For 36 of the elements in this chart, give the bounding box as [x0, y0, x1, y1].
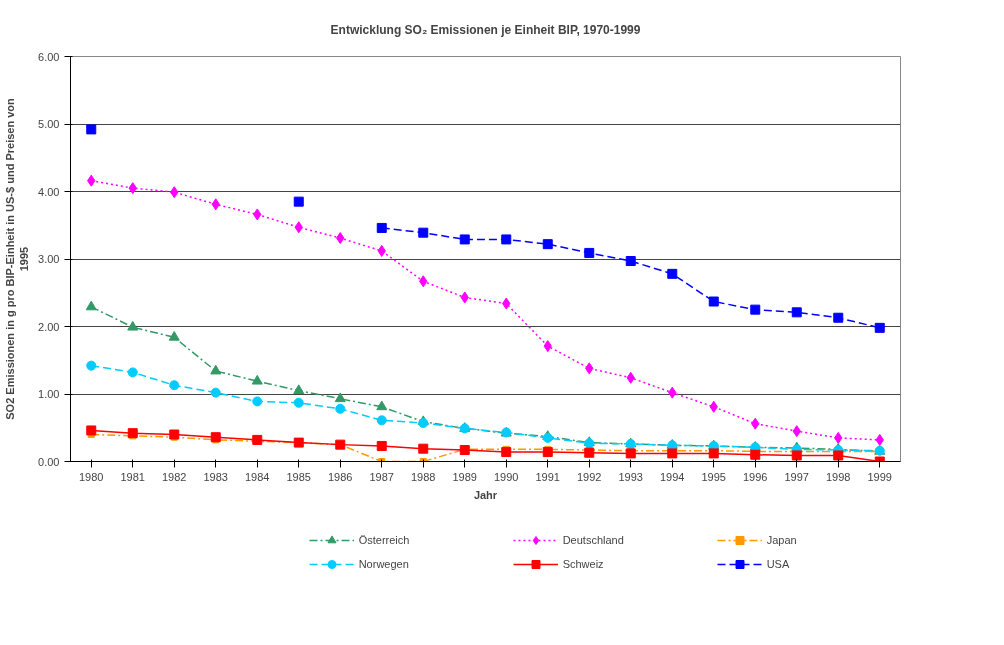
x-tick-label: 1988 [411, 470, 436, 483]
x-tick-label: 1992 [577, 470, 602, 483]
y-tick-label: 5.00 [38, 118, 60, 130]
x-tick-label: 1981 [120, 470, 145, 483]
legend-label: Deutschland [562, 533, 625, 546]
x-tick-label: 1987 [369, 470, 394, 483]
x-tick-label: 1984 [245, 470, 270, 483]
x-tick-label: 1985 [286, 470, 311, 483]
x-tick-label: 1989 [452, 470, 477, 483]
legend-label: Österreich [358, 533, 411, 546]
x-tick-label: 1996 [743, 470, 768, 483]
x-tick-label: 1995 [701, 470, 726, 483]
x-tick-label: 1991 [535, 470, 560, 483]
x-tick-label: 1980 [79, 470, 104, 483]
legend-label: Japan [766, 533, 798, 546]
chart-title: Entwicklung SO₂ Emissionen je Einheit BIP, 1970-1999 [330, 22, 641, 37]
y-tick-label: 2.00 [38, 320, 60, 333]
x-axis-title: Jahr [473, 488, 498, 501]
y-axis-title: SO2 Emissionen in g pro BIP-Einheit in US-$ und Preisen von 1995 [3, 97, 31, 420]
y-tick-label: 3.00 [38, 253, 60, 265]
y-tick-label: 0.00 [38, 455, 60, 468]
y-tick-label: 1.00 [38, 388, 60, 400]
legend-label: USA [766, 557, 791, 570]
x-tick-label: 1986 [328, 470, 353, 483]
legend-label: Norwegen [358, 557, 410, 570]
x-tick-label: 1999 [867, 470, 892, 483]
x-tick-label: 1994 [660, 470, 685, 483]
x-tick-label: 1997 [784, 470, 809, 483]
x-tick-label: 1982 [162, 470, 187, 483]
x-tick-label: 1990 [494, 470, 519, 483]
x-tick-label: 1998 [826, 470, 851, 483]
x-tick-label: 1983 [203, 470, 228, 483]
x-tick-label: 1993 [618, 470, 643, 483]
y-tick-label: 4.00 [38, 185, 60, 198]
legend-label: Schweiz [562, 557, 605, 570]
y-tick-label: 6.00 [38, 50, 60, 63]
